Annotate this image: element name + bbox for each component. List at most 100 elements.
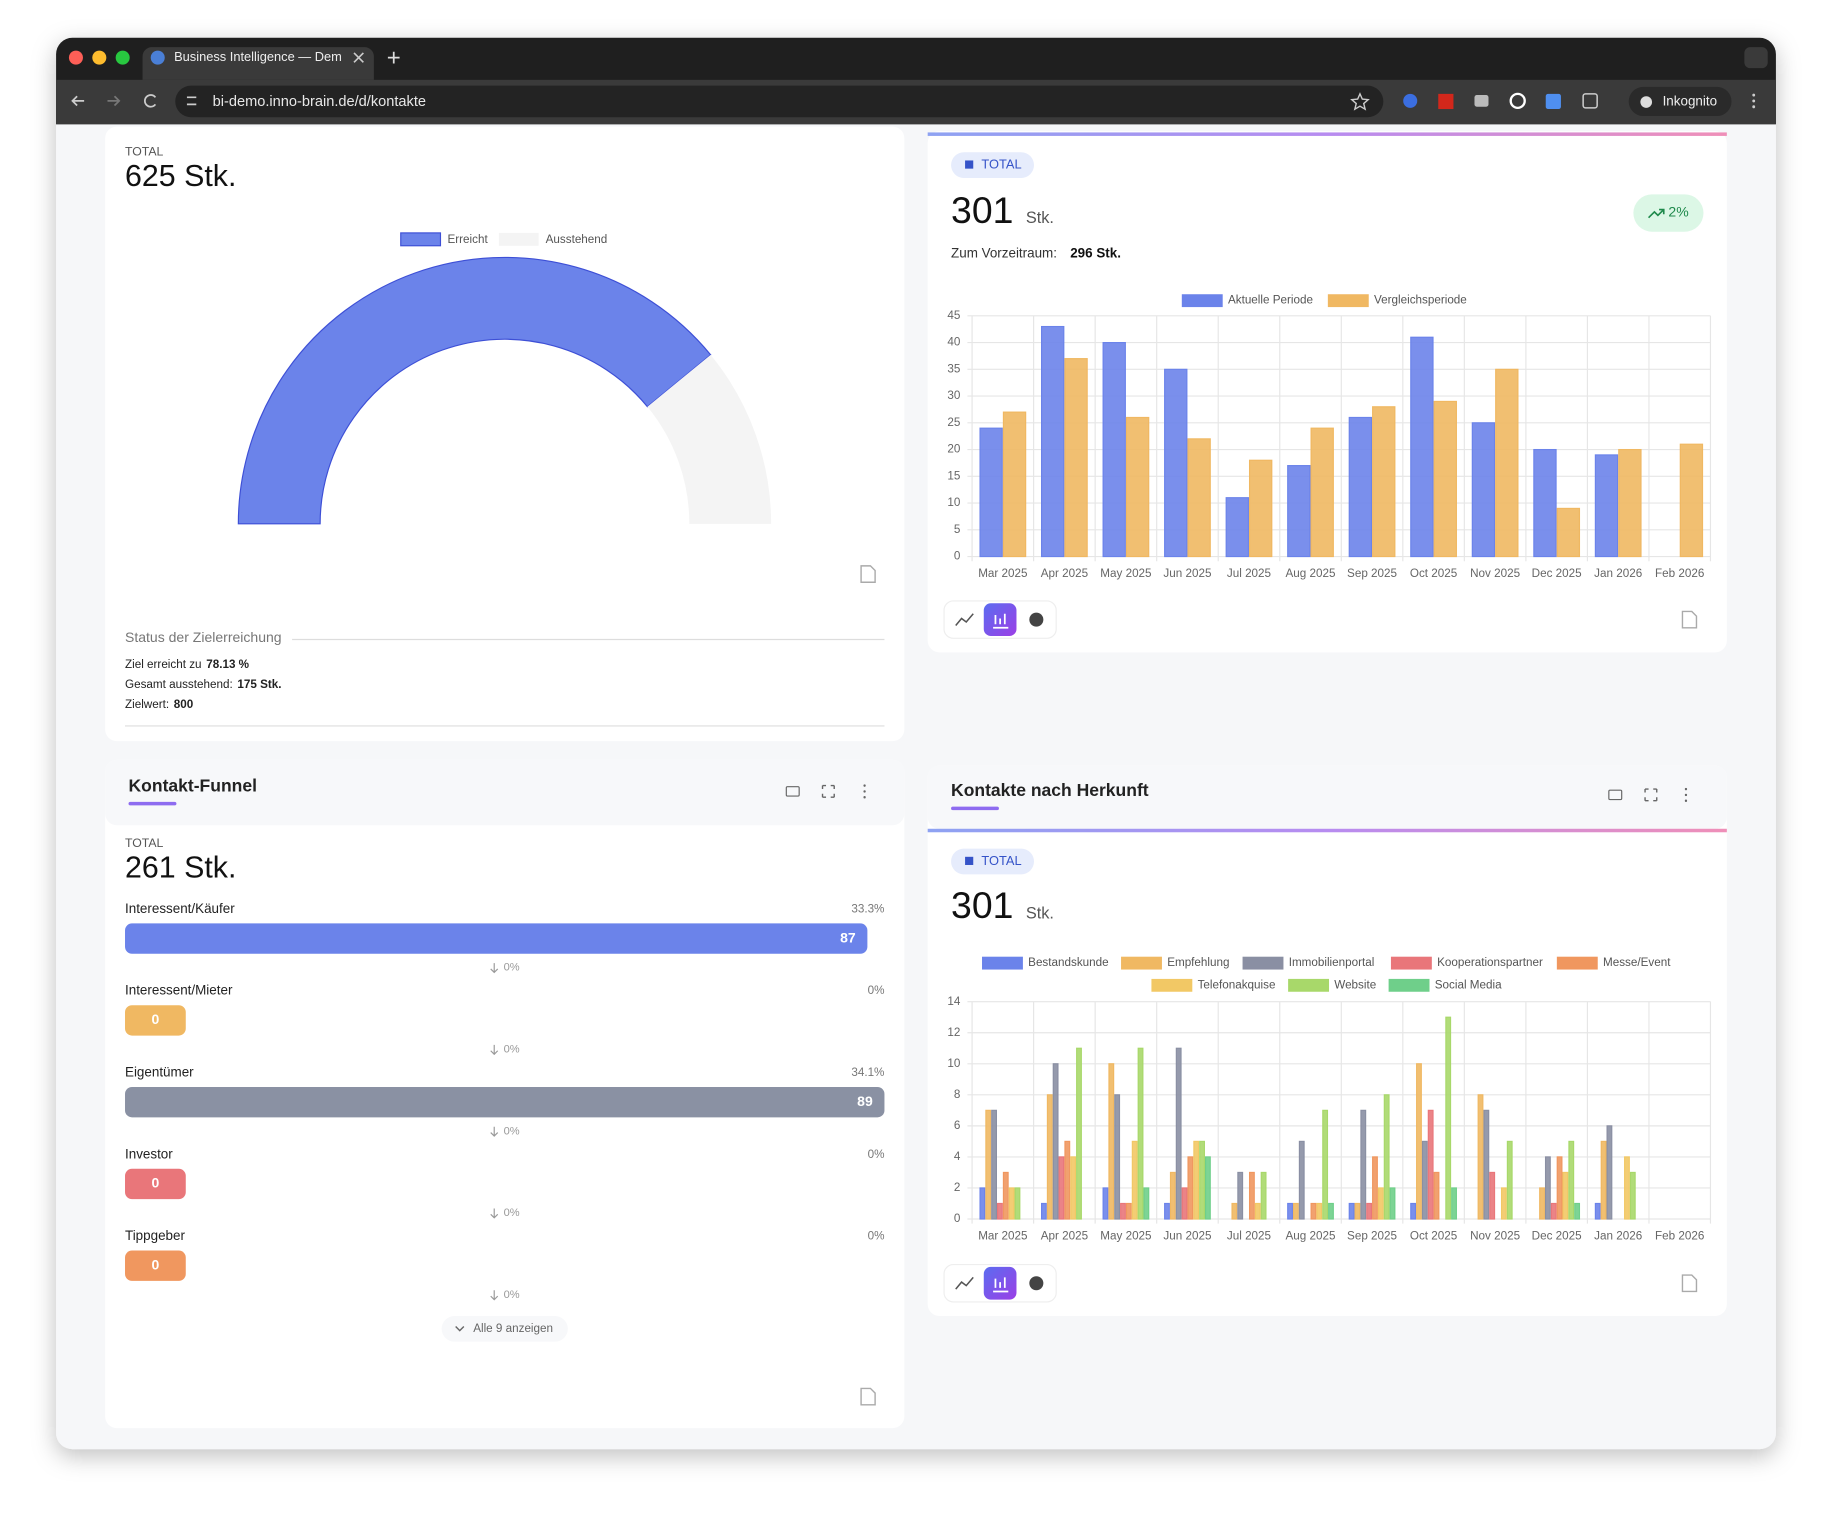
bar xyxy=(1322,1109,1329,1220)
bar xyxy=(1348,416,1373,558)
pie-chart-button[interactable] xyxy=(1029,612,1044,627)
y-tick-label: 4 xyxy=(954,1150,961,1163)
export-button[interactable] xyxy=(1681,610,1698,629)
extension[interactable] xyxy=(1545,93,1561,110)
reload-button[interactable] xyxy=(144,94,157,108)
bar xyxy=(979,1187,986,1220)
bar xyxy=(1164,368,1188,558)
bar xyxy=(1372,1156,1378,1220)
bookmark[interactable] xyxy=(1350,92,1370,111)
legend-label: Empfehlung xyxy=(1167,956,1229,969)
x-tick-label: Nov 2025 xyxy=(1470,1230,1520,1243)
address-bar[interactable] xyxy=(175,85,1384,118)
bar xyxy=(1260,1171,1267,1220)
y-tick-label: 8 xyxy=(954,1088,960,1101)
x-tick-label: Apr 2025 xyxy=(1041,1230,1088,1243)
stage-bar xyxy=(125,1005,186,1036)
bar xyxy=(1544,1156,1551,1220)
card-header xyxy=(927,765,1727,829)
comparison-chart: 0 5 10 15 20 25 30 35 40 45 Mar 2025 Apr 2025 May 20… xyxy=(947,294,1712,580)
minimize-button[interactable] xyxy=(92,50,107,65)
table-view-button[interactable] xyxy=(1608,789,1623,801)
export-button[interactable] xyxy=(860,565,876,583)
status-line: Zielwert: 800 xyxy=(125,698,194,711)
tab-close[interactable] xyxy=(353,52,364,63)
stage-label: Interessent/Käufer xyxy=(125,901,235,916)
x-tick-label: Sep 2025 xyxy=(1347,1230,1397,1243)
status-lines: Ziel erreicht zu 78.13 % Gesamt ausstehend… xyxy=(125,658,282,711)
bar xyxy=(1594,454,1619,558)
stage-share: 0% xyxy=(868,1148,885,1161)
bar xyxy=(1298,1140,1305,1220)
bar xyxy=(1225,497,1249,558)
legend-swatch xyxy=(1151,978,1193,992)
bar xyxy=(1629,1171,1636,1220)
forward-button[interactable] xyxy=(107,95,121,107)
bar xyxy=(1506,1140,1513,1220)
x-tick-label: Oct 2025 xyxy=(1410,1230,1457,1243)
line-chart-button[interactable] xyxy=(955,613,974,626)
fullscreen-button[interactable] xyxy=(1644,788,1658,802)
legend-swatch xyxy=(1556,956,1598,970)
bar xyxy=(1416,1063,1422,1220)
bar xyxy=(1316,1202,1323,1220)
show-all-label: Alle 9 anzeigen xyxy=(473,1322,553,1335)
bar xyxy=(1624,1156,1630,1220)
bar xyxy=(1500,1187,1507,1220)
card-title: Kontakte nach Herkunft xyxy=(951,780,1149,800)
back-button[interactable] xyxy=(71,95,85,107)
step-rate: 0% xyxy=(504,1125,520,1137)
extensions-menu[interactable] xyxy=(1582,93,1598,109)
accent-line xyxy=(927,132,1727,136)
show-all-button[interactable] xyxy=(441,1315,568,1342)
legend-label: Bestandskunde xyxy=(1028,956,1108,969)
bar xyxy=(1372,406,1396,558)
pie-chart-button[interactable] xyxy=(1029,1276,1044,1291)
bar xyxy=(1248,1171,1255,1220)
bar xyxy=(1102,1187,1109,1220)
bar xyxy=(1131,1140,1138,1220)
change-badge xyxy=(1633,194,1704,232)
bar xyxy=(1539,1187,1545,1220)
bar xyxy=(1070,1156,1077,1220)
new-tab[interactable] xyxy=(387,51,400,64)
export-button[interactable] xyxy=(1681,1274,1698,1293)
profile-button[interactable] xyxy=(1628,86,1732,117)
tab-search[interactable] xyxy=(1744,47,1768,69)
badge xyxy=(951,848,1035,875)
total-value: 301 xyxy=(951,884,1013,926)
extension[interactable] xyxy=(1403,93,1418,108)
bar xyxy=(1377,1187,1384,1220)
x-tick-label: Mar 2025 xyxy=(978,1230,1027,1243)
bar xyxy=(1383,1094,1390,1220)
zoom-button[interactable] xyxy=(115,50,130,65)
badge-label: TOTAL xyxy=(981,853,1021,868)
total-label: TOTAL xyxy=(125,836,164,850)
legend-swatch xyxy=(400,232,442,247)
extension[interactable] xyxy=(1474,95,1489,107)
x-tick-label: Feb 2026 xyxy=(1655,567,1704,580)
bar xyxy=(1360,1109,1367,1220)
x-tick-label: Dec 2025 xyxy=(1532,567,1582,580)
close-button[interactable] xyxy=(68,50,83,65)
line-chart-button[interactable] xyxy=(955,1276,974,1290)
x-tick-label: Jul 2025 xyxy=(1227,1230,1271,1243)
legend-label: Website xyxy=(1334,978,1376,991)
stage-label: Investor xyxy=(125,1146,173,1161)
bar xyxy=(1254,1202,1261,1220)
fullscreen-button[interactable] xyxy=(821,784,835,798)
url: bi-demo.inno-brain.de/d/kontakte xyxy=(213,94,426,110)
bar xyxy=(1310,427,1334,558)
site-info[interactable] xyxy=(186,96,197,106)
active-tab[interactable] xyxy=(142,47,374,80)
step-rate: 0% xyxy=(504,1207,520,1219)
goal-card xyxy=(105,126,905,742)
extension[interactable] xyxy=(1509,92,1526,110)
stage-label: Tippgeber xyxy=(125,1228,185,1243)
chart-type-switch xyxy=(943,1263,1057,1303)
extension[interactable] xyxy=(1438,93,1454,110)
bar xyxy=(1040,1202,1047,1220)
export-button[interactable] xyxy=(860,1387,876,1406)
title-underline xyxy=(951,806,999,811)
table-view-button[interactable] xyxy=(785,786,800,797)
